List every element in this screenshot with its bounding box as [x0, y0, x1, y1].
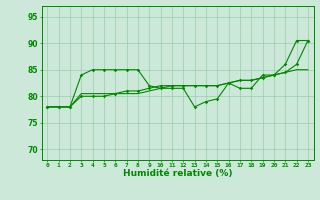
X-axis label: Humidité relative (%): Humidité relative (%)	[123, 169, 232, 178]
